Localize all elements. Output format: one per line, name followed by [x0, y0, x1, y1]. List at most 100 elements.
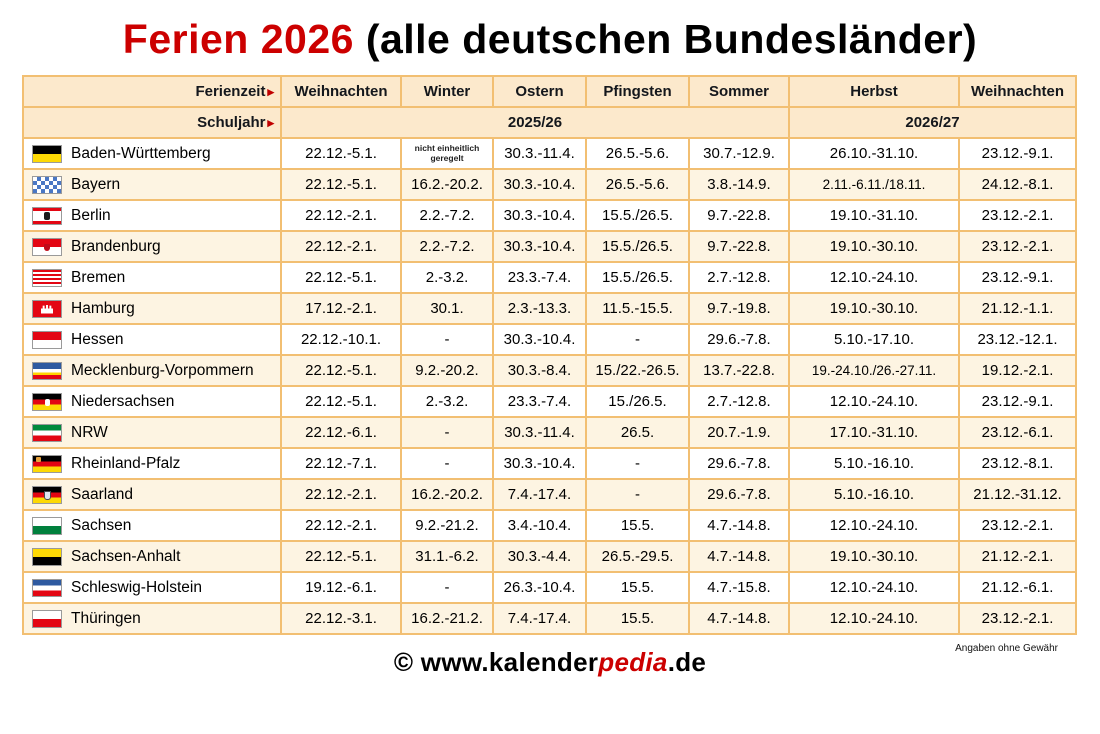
holiday-date-cell: 21.12.-6.1.: [958, 571, 1077, 604]
holiday-date-cell: 9.7.-22.8.: [688, 199, 790, 232]
holiday-date-cell: 30.7.-12.9.: [688, 137, 790, 170]
holiday-date-cell: -: [585, 447, 690, 480]
holiday-date-cell: -: [400, 323, 494, 356]
holiday-date-cell: 23.12.-8.1.: [958, 447, 1077, 480]
holiday-date-cell: 19.10.-30.10.: [788, 230, 960, 263]
holiday-date-cell: 15./26.5.: [585, 385, 690, 418]
holiday-date-cell: -: [400, 416, 494, 449]
niedersachsen-flag-icon: [32, 392, 62, 411]
state-name-cell: Sachsen-Anhalt: [22, 540, 282, 573]
holiday-date-cell: 23.3.-7.4.: [492, 385, 587, 418]
holiday-date-cell: 30.3.-8.4.: [492, 354, 587, 387]
holiday-date-cell: 15.5./26.5.: [585, 230, 690, 263]
holiday-date-cell: 29.6.-7.8.: [688, 447, 790, 480]
state-name: Bayern: [71, 175, 121, 193]
holiday-date-cell: 7.4.-17.4.: [492, 478, 587, 511]
schleswig-holstein-flag-icon: [32, 578, 62, 597]
state-name-cell: Thüringen: [22, 602, 282, 635]
holiday-date-cell: 16.2.-20.2.: [400, 478, 494, 511]
column-header-weihnachten-2: Weihnachten: [958, 75, 1077, 108]
table-row: Hessen 22.12.-10.1. -30.3.-10.4. -29.6.-7.8…: [22, 323, 1077, 356]
holiday-date-cell: 22.12.-5.1.: [280, 137, 402, 170]
holiday-date-cell: 30.3.-10.4.: [492, 230, 587, 263]
holiday-date-cell: 22.12.-2.1.: [280, 199, 402, 232]
holiday-date-cell: 30.1.: [400, 292, 494, 325]
holiday-date-cell: 5.10.-16.10.: [788, 447, 960, 480]
holiday-date-cell: 17.12.-2.1.: [280, 292, 402, 325]
header-row-schuljahr: Schuljahr ▸ 2025/26 2026/27: [22, 106, 1077, 139]
table-row: Niedersachsen 22.12.-5.1. 2.-3.2. 23.3.-7.4…: [22, 385, 1077, 418]
column-header-pfingsten: Pfingsten: [585, 75, 690, 108]
hessen-flag-icon: [32, 330, 62, 349]
holiday-date-cell: 22.12.-5.1.: [280, 385, 402, 418]
state-name: Mecklenburg-Vorpommern: [71, 361, 254, 379]
holiday-date-cell: 12.10.-24.10.: [788, 509, 960, 542]
holiday-date-cell: 2.7.-12.8.: [688, 385, 790, 418]
state-name: Baden-Württemberg: [71, 144, 211, 162]
holiday-date-cell: 30.3.-10.4.: [492, 323, 587, 356]
holiday-date-cell: 26.5.: [585, 416, 690, 449]
thueringen-flag-icon: [32, 609, 62, 628]
holiday-date-cell: 2.11.-6.11./18.11.: [788, 168, 960, 201]
nrw-flag-icon: [32, 423, 62, 442]
holiday-date-cell: 26.10.-31.10.: [788, 137, 960, 170]
holiday-date-cell: 22.12.-5.1.: [280, 168, 402, 201]
sachsen-flag-icon: [32, 516, 62, 535]
holiday-date-cell: 23.3.-7.4.: [492, 261, 587, 294]
school-year-2025-26: 2025/26: [280, 106, 790, 139]
holiday-date-cell: 23.12.-9.1.: [958, 137, 1077, 170]
holiday-date-cell: 9.7.-22.8.: [688, 230, 790, 263]
holiday-date-cell: 31.1.-6.2.: [400, 540, 494, 573]
state-name: Hamburg: [71, 299, 135, 317]
table-row: Bayern 22.12.-5.1. 16.2.-20.2. 30.3.-10.4. 2…: [22, 168, 1077, 201]
holiday-date-cell: 23.12.-6.1.: [958, 416, 1077, 449]
holiday-date-cell: 11.5.-15.5.: [585, 292, 690, 325]
sachsen-anhalt-flag-icon: [32, 547, 62, 566]
ferienzeit-label: Ferienzeit: [195, 83, 266, 100]
holiday-date-cell: 15.5.: [585, 509, 690, 542]
table-row: Hamburg 17.12.-2.1. 30.1. 2.3.-13.3. 11.5.-1…: [22, 292, 1077, 325]
holiday-date-cell: 5.10.-17.10.: [788, 323, 960, 356]
holiday-date-cell: 2.-3.2.: [400, 261, 494, 294]
holiday-date-cell: 19.10.-30.10.: [788, 292, 960, 325]
holiday-date-cell: 4.7.-14.8.: [688, 540, 790, 573]
rheinland-pfalz-flag-icon: [32, 454, 62, 473]
state-name-cell: Niedersachsen: [22, 385, 282, 418]
page-title: Ferien 2026 (alle deutschen Bundesländer…: [0, 0, 1100, 63]
holiday-date-cell: 15.5./26.5.: [585, 199, 690, 232]
holiday-date-cell: 22.12.-5.1.: [280, 261, 402, 294]
holiday-date-cell: 30.3.-4.4.: [492, 540, 587, 573]
holiday-date-cell: 23.12.-2.1.: [958, 230, 1077, 263]
state-name-cell: Bayern: [22, 168, 282, 201]
state-name-cell: Hessen: [22, 323, 282, 356]
column-header-weihnachten-1: Weihnachten: [280, 75, 402, 108]
holiday-date-cell: 21.12.-31.12.: [958, 478, 1077, 511]
holiday-date-cell: 17.10.-31.10.: [788, 416, 960, 449]
state-name: Thüringen: [71, 609, 141, 627]
holiday-date-cell: 30.3.-10.4.: [492, 447, 587, 480]
state-name-cell: Mecklenburg-Vorpommern: [22, 354, 282, 387]
holiday-date-cell: 7.4.-17.4.: [492, 602, 587, 635]
state-name-cell: NRW: [22, 416, 282, 449]
state-name: Sachsen: [71, 516, 132, 534]
holiday-date-cell: 30.3.-11.4.: [492, 416, 587, 449]
holiday-date-cell: 16.2.-20.2.: [400, 168, 494, 201]
holiday-date-cell: nicht einheitlich geregelt: [400, 137, 494, 170]
mecklenburg-vorpommern-flag-icon: [32, 361, 62, 380]
table-row: Sachsen-Anhalt 22.12.-5.1. 31.1.-6.2. 30.3.…: [22, 540, 1077, 573]
state-name-cell: Sachsen: [22, 509, 282, 542]
table-row: Thüringen 22.12.-3.1. 16.2.-21.2. 7.4.-17.4…: [22, 602, 1077, 635]
holiday-date-cell: 3.8.-14.9.: [688, 168, 790, 201]
holiday-date-cell: 23.12.-2.1.: [958, 199, 1077, 232]
holiday-date-cell: 9.2.-21.2.: [400, 509, 494, 542]
holiday-date-cell: -: [585, 323, 690, 356]
column-header-sommer: Sommer: [688, 75, 790, 108]
copyright-prefix: © www.kalender: [393, 647, 599, 677]
state-name: Berlin: [71, 206, 111, 224]
holiday-date-cell: 21.12.-2.1.: [958, 540, 1077, 573]
state-name-cell: Berlin: [22, 199, 282, 232]
holiday-date-cell: 19.10.-31.10.: [788, 199, 960, 232]
holiday-date-cell: 23.12.-9.1.: [958, 385, 1077, 418]
copyright-text: © www.kalenderpedia.de: [0, 641, 1100, 678]
